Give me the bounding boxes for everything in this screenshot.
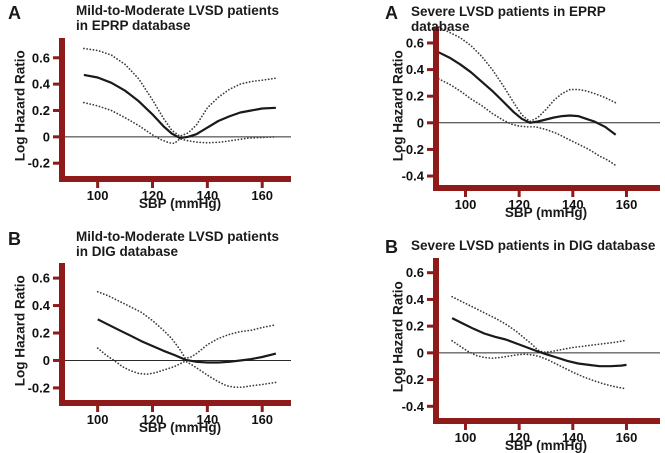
curve-upper-95ci (451, 295, 628, 354)
panel-label: B (385, 237, 398, 257)
chart-title: Mild-to-Moderate LVSD patients in DIG da… (76, 229, 279, 259)
x-axis-label: SBP (mmHg) (504, 438, 588, 453)
x-tick-label: 120 (508, 430, 530, 445)
y-axis-label: Log Hazard Ratio (390, 50, 406, 162)
x-tick-label: 100 (87, 412, 109, 427)
x-tick-label: 120 (508, 197, 530, 212)
curve-estimate (83, 73, 276, 140)
y-tick-label: 0.2 (32, 103, 50, 118)
x-axis-label: SBP (mmHg) (138, 420, 222, 435)
x-tick-label: 100 (455, 430, 477, 445)
y-tick-label: 0 (417, 345, 424, 360)
curve-upper-95ci (437, 26, 617, 123)
y-axis-label: Log Hazard Ratio (12, 275, 28, 387)
panel-label: B (8, 229, 21, 249)
panel-severe-eprp: 0.6 0.4 0.2 0 -0.2 -0.4 100 120 140 160 A Severe … (333, 0, 665, 227)
x-tick-label: 160 (251, 412, 273, 427)
y-tick-label: -0.4 (402, 169, 425, 184)
panel-mild-eprp: 0.6 0.4 0.2 0 -0.2 100 120 140 160 A Mild-to-Mod… (0, 0, 332, 227)
y-tick-label: -0.4 (402, 399, 425, 414)
x-tick-label: 140 (197, 412, 219, 427)
chart-title-line1: Mild-to-Moderate LVSD patients (76, 3, 280, 18)
y-tick-label: 0.6 (406, 35, 424, 50)
y-tick-label: -0.2 (402, 142, 424, 157)
x-axis-label: SBP (mmHg) (138, 196, 222, 211)
chart-title-line2: in DIG database (76, 244, 179, 259)
panel-label: A (385, 3, 398, 23)
y-tick-label: 0.6 (406, 265, 424, 280)
panel-label: A (8, 3, 21, 23)
chart-severe-eprp: 0.6 0.4 0.2 0 -0.2 -0.4 100 120 140 160 (402, 26, 660, 212)
x-axis (59, 400, 291, 406)
x-tick-label: 160 (616, 197, 638, 212)
y-tick-label: -0.2 (28, 156, 50, 171)
x-tick-label: 100 (455, 197, 477, 212)
curve-lower-95ci (96, 347, 277, 389)
curve-estimate (438, 51, 617, 136)
chart-title: Severe LVSD patients in EPRP database (411, 4, 665, 34)
y-tick-label: 0.4 (32, 77, 51, 92)
x-axis (433, 185, 660, 191)
curve-lower-95ci (451, 339, 628, 390)
panel-mild-dig: 0.6 0.4 0.2 0 -0.2 100 120 140 160 B Mild-to-Mod… (0, 226, 332, 453)
y-tick-label: 0.2 (406, 319, 424, 334)
chart-title: Severe LVSD patients in DIG database (411, 238, 655, 253)
y-tick-label: -0.2 (28, 380, 50, 395)
chart-title-line1: Mild-to-Moderate LVSD patients (76, 229, 280, 244)
x-tick-label: 120 (142, 412, 164, 427)
chart-title: Mild-to-Moderate LVSD patients in EPRP d… (76, 3, 279, 33)
y-axis-label: Log Hazard Ratio (12, 50, 28, 162)
chart-title-line2: in EPRP database (76, 18, 191, 33)
y-axis (59, 38, 65, 182)
y-tick-label: 0 (417, 115, 424, 130)
y-tick-label: 0.4 (32, 298, 51, 313)
x-axis (433, 418, 660, 424)
y-tick-label: 0.4 (406, 62, 425, 77)
y-tick-label: 0.6 (32, 271, 50, 286)
chart-title-line1: Severe LVSD patients in EPRP database (411, 4, 606, 34)
curve-upper-95ci (83, 47, 277, 138)
chart-mild-eprp: 0.6 0.4 0.2 0 -0.2 100 120 140 160 (28, 38, 291, 203)
y-axis (59, 263, 65, 406)
y-tick-label: 0 (43, 353, 50, 368)
y-tick-label: 0 (43, 129, 50, 144)
x-tick-label: 160 (251, 188, 273, 203)
curve-lower-95ci (437, 78, 617, 167)
curve-estimate (451, 317, 627, 368)
x-tick-label: 120 (142, 188, 164, 203)
y-tick-label: 0.4 (406, 292, 425, 307)
y-tick-label: 0.2 (406, 89, 424, 104)
chart-title-line1: Severe LVSD patients in DIG database (411, 238, 656, 253)
x-tick-label: 140 (197, 188, 219, 203)
y-tick-label: 0.2 (32, 326, 50, 341)
x-axis (59, 176, 291, 182)
x-tick-label: 160 (616, 430, 638, 445)
chart-severe-dig: 0.6 0.4 0.2 0 -0.2 -0.4 100 120 140 160 (402, 258, 660, 445)
y-tick-label: 0.6 (32, 50, 50, 65)
curve-estimate (97, 318, 277, 364)
x-tick-label: 140 (562, 430, 584, 445)
x-tick-label: 140 (562, 197, 584, 212)
x-tick-label: 100 (87, 188, 109, 203)
y-axis-label: Log Hazard Ratio (390, 281, 406, 393)
curve-lower-95ci (83, 101, 277, 145)
y-axis (433, 258, 439, 424)
y-axis (433, 27, 439, 191)
x-axis-label: SBP (mmHg) (504, 205, 588, 220)
y-tick-label: -0.2 (402, 372, 424, 387)
curve-upper-95ci (96, 290, 277, 360)
panel-severe-dig: 0.6 0.4 0.2 0 -0.2 -0.4 100 120 140 160 B Severe … (333, 226, 665, 453)
chart-mild-dig: 0.6 0.4 0.2 0 -0.2 100 120 140 160 (28, 263, 291, 427)
